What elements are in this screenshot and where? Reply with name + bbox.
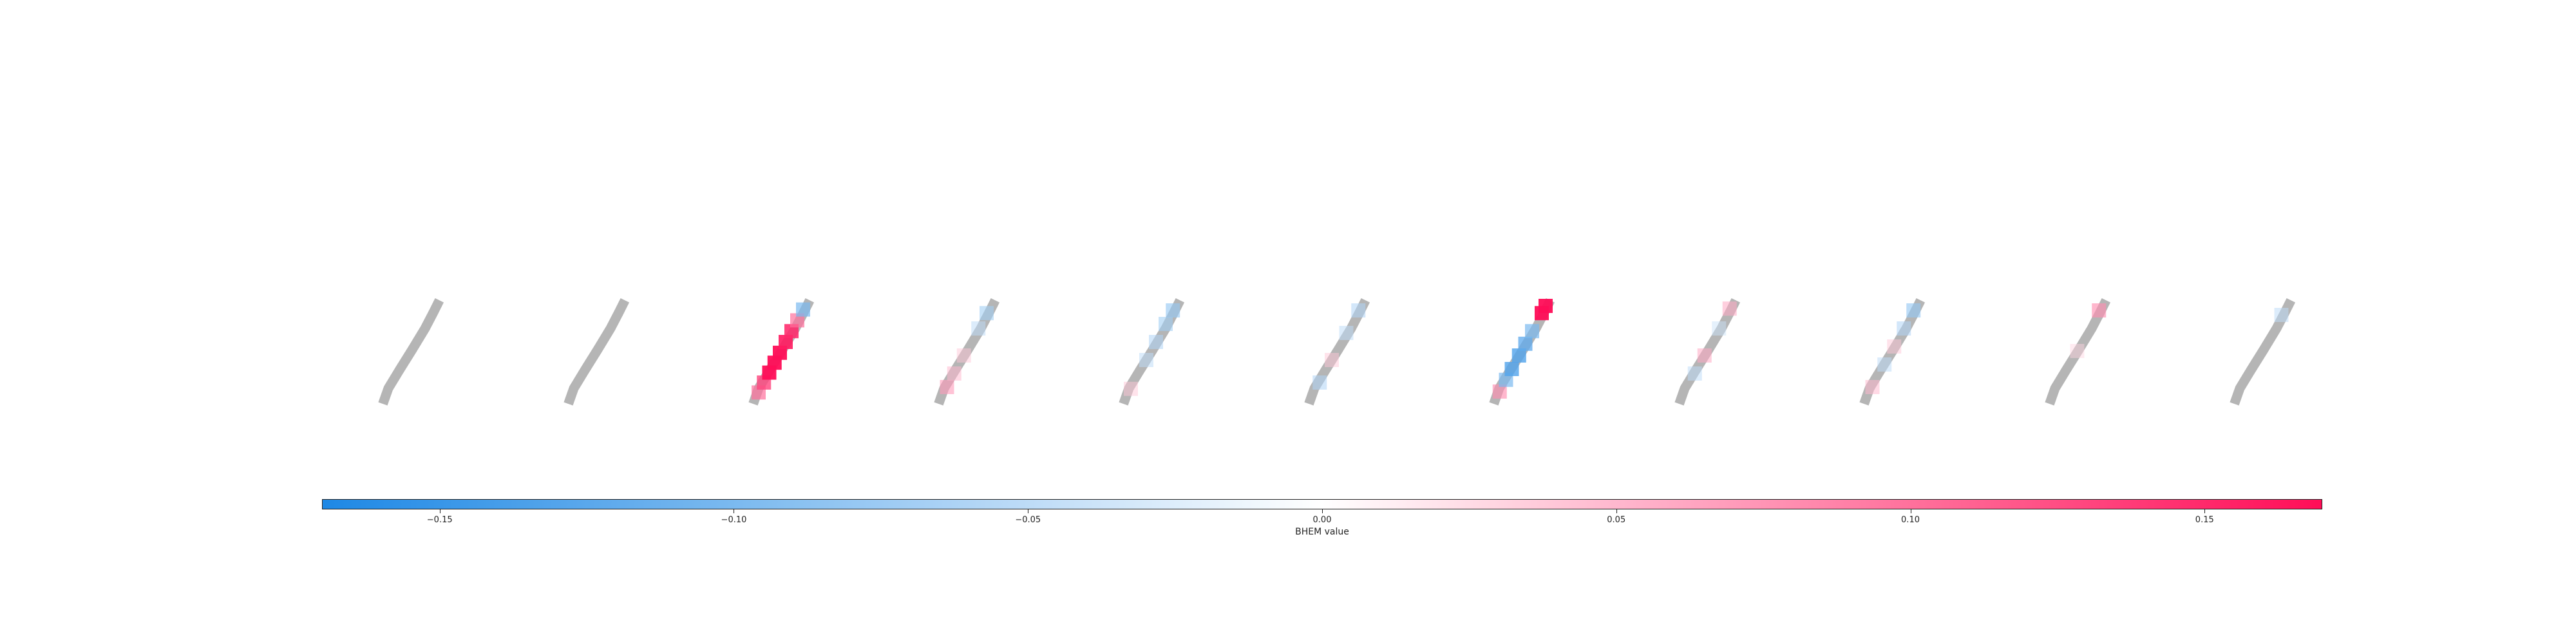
digit-image [1303, 298, 1370, 406]
digit-panel [1845, 293, 1935, 422]
attribution-cell [1504, 362, 1519, 376]
attribution-cell [1525, 324, 1539, 339]
digit-image [1674, 298, 1740, 406]
attribution-cell [773, 345, 787, 360]
colorbar-tick [1322, 509, 1323, 513]
attribution-cell [1159, 317, 1173, 331]
colorbar-gradient [322, 499, 2322, 509]
colorbar [322, 499, 2322, 509]
attribution-cell [1887, 339, 1902, 354]
attribution-cell [1518, 336, 1533, 351]
attribution-cell [1865, 380, 1880, 394]
attribution-cell [971, 321, 985, 336]
attribution-cell [1350, 303, 1365, 317]
colorbar-tick-label: 0.10 [1901, 515, 1920, 525]
digit-image [563, 298, 629, 406]
attribution-cell [1339, 326, 1353, 340]
digit-panel [920, 293, 1010, 422]
attribution-cell [1697, 348, 1712, 363]
attribution-cell [1539, 299, 1553, 313]
colorbar-tick [2204, 509, 2206, 513]
colorbar-tick-label: 0.15 [2195, 515, 2214, 525]
colorbar-tick [1616, 509, 1617, 513]
digit-panel [1475, 293, 1565, 422]
digit-image [933, 298, 999, 406]
colorbar-tick-label: −0.10 [721, 515, 747, 525]
attribution-cell [1499, 372, 1513, 387]
colorbar-tick-label: −0.15 [426, 515, 453, 525]
attribution-cell [1324, 353, 1339, 367]
attribution-cell [1492, 384, 1507, 399]
attribution-cell [979, 306, 994, 321]
digit-panel [1660, 293, 1750, 422]
digit-stroke [563, 298, 629, 406]
digit-panel [364, 293, 454, 422]
attribution-cell [1722, 301, 1737, 316]
attribution-cell [784, 324, 799, 339]
digit-panel [2215, 293, 2306, 422]
attribution-cell [1139, 353, 1153, 367]
attribution-cell [1149, 335, 1163, 349]
attribution-cell [779, 335, 793, 349]
attribution-cell [1897, 321, 1911, 336]
colorbar-tick-label: 0.00 [1312, 515, 1332, 525]
digit-image [1119, 298, 1185, 406]
attribution-cell [790, 313, 804, 328]
attribution-cell [1906, 303, 1921, 317]
attribution-cell [1511, 348, 1526, 363]
digit-image [378, 298, 444, 406]
attribution-cell [1124, 381, 1138, 396]
attribution-cell [1877, 357, 1892, 372]
digit-panel [549, 293, 639, 422]
colorbar-label: BHEM value [1295, 527, 1349, 537]
colorbar-tick-label: 0.05 [1607, 515, 1626, 525]
colorbar-ticks: −0.15 −0.10 −0.05 0.00 0.05 0.10 0.15 [322, 509, 2322, 535]
attribution-cell [956, 348, 971, 363]
digit-panel [1290, 293, 1380, 422]
digit-image [1859, 298, 1926, 406]
attribution-cell [796, 302, 810, 317]
attribution-cell [2274, 308, 2289, 322]
digit-image [748, 298, 815, 406]
attribution-cell [2091, 303, 2106, 317]
attribution-cell [1312, 375, 1327, 390]
digit-image [2230, 298, 2296, 406]
digit-panel [734, 293, 824, 422]
attribution-cell [1687, 366, 1702, 381]
attribution-cell [2070, 344, 2084, 358]
attribution-cell [1166, 303, 1180, 317]
attribution-cell [947, 366, 961, 381]
digit-panel [1104, 293, 1195, 422]
attribution-cell [1711, 321, 1726, 336]
attribution-cell [940, 380, 954, 394]
digit-stroke [378, 298, 444, 406]
digit-image [1489, 298, 1555, 406]
colorbar-tick-label: −0.05 [1015, 515, 1041, 525]
digit-image [2044, 298, 2110, 406]
digit-panel [2031, 293, 2121, 422]
